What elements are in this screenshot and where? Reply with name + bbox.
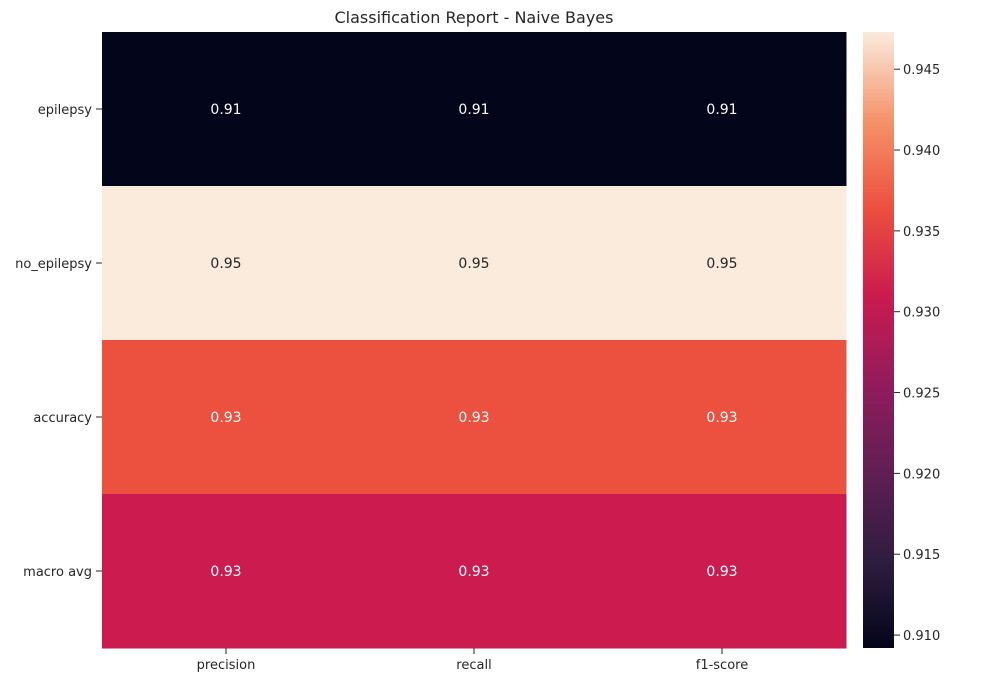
- row-label: no_epilepsy: [15, 257, 92, 272]
- colorbar-tick-label: 0.945: [903, 63, 940, 78]
- colorbar-tick-label: 0.915: [903, 548, 940, 563]
- cell-value-label: 0.91: [458, 102, 489, 118]
- colorbar-tick-label: 0.910: [903, 629, 940, 644]
- colorbar: [863, 32, 894, 648]
- colorbar-tick-label: 0.940: [903, 144, 940, 159]
- cell-value-label: 0.91: [706, 102, 737, 118]
- heatmap-cell: [598, 186, 847, 341]
- cell-value-label: 0.93: [706, 410, 737, 426]
- cell-value-label: 0.93: [210, 410, 241, 426]
- column-label: f1-score: [696, 658, 748, 673]
- cell-value-label: 0.95: [706, 256, 737, 272]
- cell-value-label: 0.95: [458, 256, 489, 272]
- row-label: macro avg: [23, 565, 92, 580]
- heatmap-cell: [598, 340, 847, 495]
- chart-title: Classification Report - Naive Bayes: [335, 8, 614, 27]
- colorbar-tick-label: 0.925: [903, 387, 940, 402]
- column-label: precision: [197, 658, 256, 673]
- cell-value-label: 0.93: [210, 564, 241, 580]
- heatmap-cell: [598, 32, 847, 187]
- row-labels: epilepsy no_epilepsy accuracy macro avg: [15, 103, 102, 580]
- colorbar-tick-label: 0.935: [903, 225, 940, 240]
- colorbar-tick-label: 0.930: [903, 306, 940, 321]
- cell-value-label: 0.93: [706, 564, 737, 580]
- heatmap-grid: 0.91 0.91 0.91 0.95 0.95 0.95 0.93 0.93 0.93 0.93…: [102, 32, 847, 649]
- heatmap-cell: [102, 494, 351, 649]
- heatmap-cell: [102, 340, 351, 495]
- column-labels: precision recall f1-score: [197, 648, 748, 673]
- heatmap-cell: [350, 494, 599, 649]
- cell-value-label: 0.93: [458, 410, 489, 426]
- heatmap-cell: [350, 186, 599, 341]
- colorbar-ticks: 0.910 0.915 0.920 0.925 0.930 0.935 0.940 0.945: [894, 63, 940, 644]
- cell-value-label: 0.91: [210, 102, 241, 118]
- colorbar-gradient: [863, 32, 894, 648]
- row-label: accuracy: [33, 411, 92, 426]
- row-label: epilepsy: [38, 103, 92, 118]
- column-label: recall: [456, 658, 491, 673]
- heatmap-cell: [598, 494, 847, 649]
- heatmap-cell: [350, 340, 599, 495]
- heatmap-cell: [350, 32, 599, 187]
- heatmap-cell: [102, 32, 351, 187]
- colorbar-tick-label: 0.920: [903, 467, 940, 482]
- cell-value-label: 0.95: [210, 256, 241, 272]
- cell-value-label: 0.93: [458, 564, 489, 580]
- heatmap-cell: [102, 186, 351, 341]
